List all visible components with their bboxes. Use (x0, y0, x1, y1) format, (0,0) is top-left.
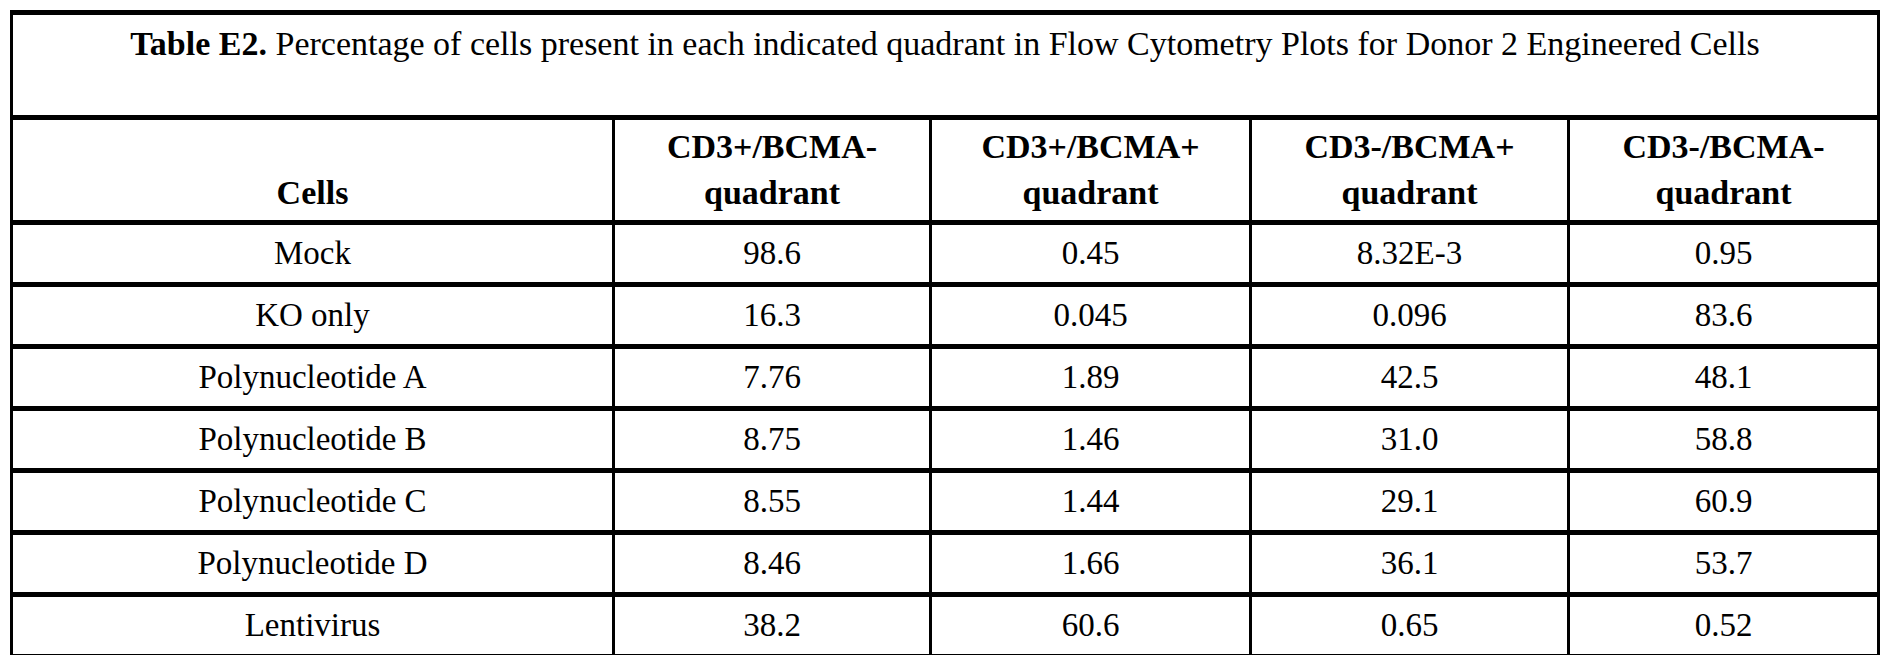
data-cell: 0.65 (1251, 595, 1569, 655)
column-header-line1: CD3-/BCMA+ (1252, 124, 1567, 170)
column-header-line2: quadrant (615, 170, 929, 216)
table-header-row: Cells CD3+/BCMA- quadrant CD3+/BCMA+ qua… (12, 118, 1879, 223)
column-header-line1: CD3+/BCMA+ (932, 124, 1249, 170)
row-label: Lentivirus (12, 595, 614, 655)
column-header-cd3neg-bcmapos: CD3-/BCMA+ quadrant (1251, 118, 1569, 223)
column-header-line2: quadrant (1570, 170, 1877, 216)
column-header-cells: Cells (12, 118, 614, 223)
data-cell: 0.45 (931, 223, 1251, 285)
data-cell: 42.5 (1251, 347, 1569, 409)
column-header-line1: CD3-/BCMA- (1570, 124, 1877, 170)
table-row-polynucleotide-d: Polynucleotide D 8.46 1.66 36.1 53.7 (12, 533, 1879, 595)
data-cell: 48.1 (1569, 347, 1879, 409)
data-cell: 60.9 (1569, 471, 1879, 533)
data-cell: 0.95 (1569, 223, 1879, 285)
data-cell: 7.76 (614, 347, 931, 409)
table-row-lentivirus: Lentivirus 38.2 60.6 0.65 0.52 (12, 595, 1879, 655)
data-cell: 1.66 (931, 533, 1251, 595)
data-cell: 29.1 (1251, 471, 1569, 533)
data-cell: 16.3 (614, 285, 931, 347)
data-cell: 0.045 (931, 285, 1251, 347)
column-header-line2: quadrant (1252, 170, 1567, 216)
table-title-row: Table E2. Percentage of cells present in… (12, 13, 1879, 118)
row-label: Polynucleotide B (12, 409, 614, 471)
data-cell: 60.6 (931, 595, 1251, 655)
data-cell: 1.89 (931, 347, 1251, 409)
table-row-mock: Mock 98.6 0.45 8.32E-3 0.95 (12, 223, 1879, 285)
row-label: Polynucleotide D (12, 533, 614, 595)
data-cell: 31.0 (1251, 409, 1569, 471)
row-label: Polynucleotide A (12, 347, 614, 409)
data-cell: 1.44 (931, 471, 1251, 533)
data-cell: 38.2 (614, 595, 931, 655)
data-cell: 58.8 (1569, 409, 1879, 471)
data-cell: 98.6 (614, 223, 931, 285)
column-header-cd3pos-bcmapos: CD3+/BCMA+ quadrant (931, 118, 1251, 223)
data-cell: 8.55 (614, 471, 931, 533)
data-cell: 53.7 (1569, 533, 1879, 595)
table-row-ko-only: KO only 16.3 0.045 0.096 83.6 (12, 285, 1879, 347)
table-caption: Table E2. Percentage of cells present in… (12, 13, 1879, 118)
column-header-line1: CD3+/BCMA- (615, 124, 929, 170)
data-cell: 8.46 (614, 533, 931, 595)
column-header-line2: quadrant (932, 170, 1249, 216)
flow-cytometry-quadrant-table: Table E2. Percentage of cells present in… (10, 10, 1880, 655)
row-label: KO only (12, 285, 614, 347)
data-cell: 0.52 (1569, 595, 1879, 655)
data-cell: 83.6 (1569, 285, 1879, 347)
table-caption-label: Table E2. (130, 25, 267, 62)
table-row-polynucleotide-c: Polynucleotide C 8.55 1.44 29.1 60.9 (12, 471, 1879, 533)
column-header-cd3neg-bcmaneg: CD3-/BCMA- quadrant (1569, 118, 1879, 223)
table-row-polynucleotide-a: Polynucleotide A 7.76 1.89 42.5 48.1 (12, 347, 1879, 409)
data-cell: 8.32E-3 (1251, 223, 1569, 285)
table-row-polynucleotide-b: Polynucleotide B 8.75 1.46 31.0 58.8 (12, 409, 1879, 471)
data-cell: 8.75 (614, 409, 931, 471)
data-cell: 0.096 (1251, 285, 1569, 347)
row-label: Polynucleotide C (12, 471, 614, 533)
column-header-cd3pos-bcmaneg: CD3+/BCMA- quadrant (614, 118, 931, 223)
table-caption-text: Percentage of cells present in each indi… (267, 25, 1760, 62)
data-cell: 36.1 (1251, 533, 1569, 595)
data-cell: 1.46 (931, 409, 1251, 471)
row-label: Mock (12, 223, 614, 285)
